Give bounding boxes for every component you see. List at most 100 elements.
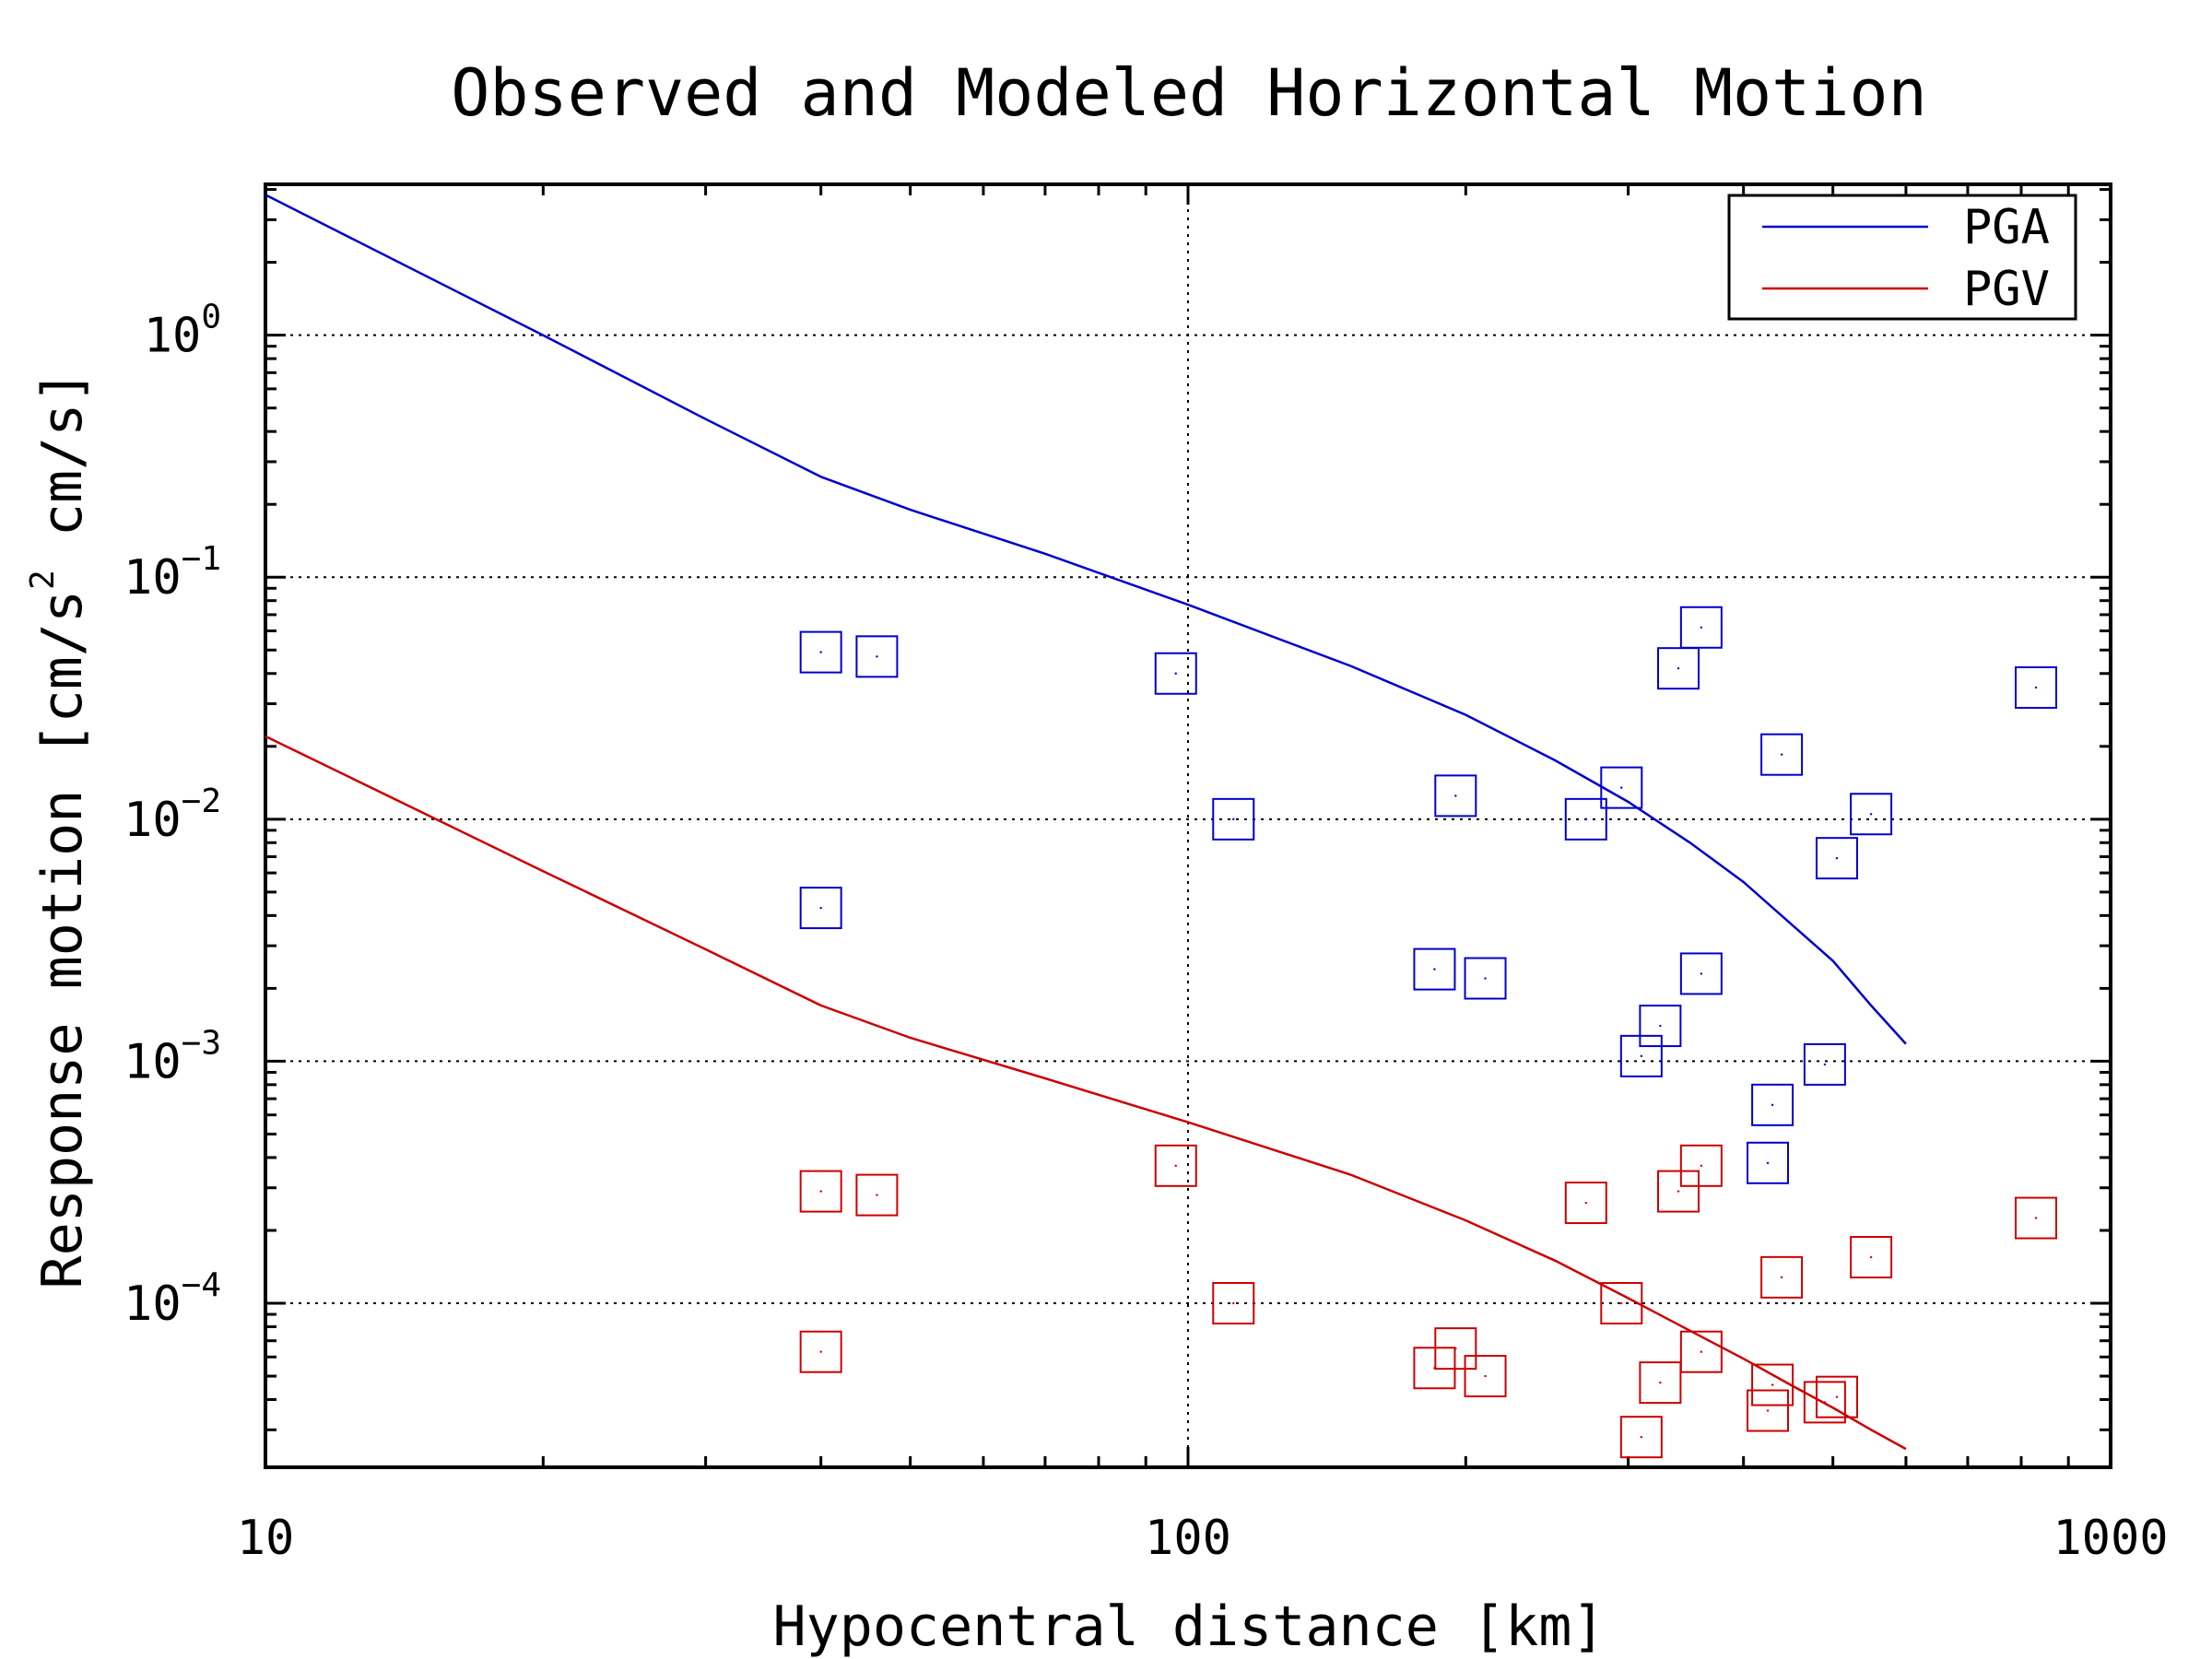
legend-box xyxy=(1727,194,2077,321)
pgv-observed-marker xyxy=(1154,1144,1197,1187)
pgv-observed-marker xyxy=(1619,1416,1663,1459)
pga-observed-point xyxy=(1484,977,1487,980)
x-axis-label: Hypocentral distance [km] xyxy=(772,1594,1605,1659)
pgv-line xyxy=(265,735,1907,1451)
plot-area xyxy=(264,182,2112,1469)
pga-observed-point xyxy=(1823,1063,1827,1066)
series-layer xyxy=(265,194,2057,1459)
pgv-observed-marker xyxy=(1751,1363,1794,1406)
pgv-observed-point xyxy=(819,1190,822,1193)
pgv-observed-marker xyxy=(2014,1196,2057,1240)
y-tick-label: 100 xyxy=(144,299,221,364)
pga-observed-point xyxy=(2034,686,2038,689)
pga-observed-marker xyxy=(799,887,842,930)
pga-observed-point xyxy=(1677,666,1680,670)
pga-observed-marker xyxy=(1679,952,1723,995)
pga-observed-marker xyxy=(1760,733,1804,776)
grid xyxy=(265,184,2111,1467)
y-tick-label-base: 10 xyxy=(124,1034,182,1089)
pga-observed-point xyxy=(1835,856,1839,860)
pgv-observed-marker xyxy=(1760,1255,1804,1299)
pgv-observed-point xyxy=(1780,1276,1783,1279)
pga-observed-point xyxy=(1659,1024,1662,1028)
y-tick-label-exponent: −2 xyxy=(182,782,221,820)
pgv-observed-marker xyxy=(799,1330,842,1373)
pga-observed-point xyxy=(1700,626,1703,629)
pgv-observed-point xyxy=(2034,1217,2038,1219)
y-tick-label-base: 10 xyxy=(124,793,182,848)
pgv-observed-marker xyxy=(1464,1355,1507,1398)
pgv-observed-point xyxy=(1766,1409,1770,1412)
pga-observed-point xyxy=(876,655,878,658)
legend-label-pgv: PGV xyxy=(1963,262,2050,317)
y-axis-label-suffix: cm/s] xyxy=(30,370,95,570)
pgv-observed-marker xyxy=(1850,1236,1893,1279)
pga-line xyxy=(265,194,1907,1045)
pgv-observed-point xyxy=(1174,1164,1177,1168)
pgv-observed-point xyxy=(1823,1401,1827,1404)
pga-observed-point xyxy=(1771,1103,1774,1107)
pgv-observed-point xyxy=(1620,1301,1623,1305)
pga-observed-marker xyxy=(1434,774,1477,818)
pga-observed-point xyxy=(1780,753,1783,756)
pga-observed-marker xyxy=(1154,652,1197,695)
pga-observed-point xyxy=(1640,1054,1643,1058)
pga-observed-point xyxy=(1232,818,1235,821)
pga-observed-point xyxy=(1766,1161,1770,1164)
y-axis-label-sup: 2 xyxy=(24,570,62,590)
pga-observed-marker xyxy=(1619,1034,1663,1077)
pga-observed-point xyxy=(1620,786,1623,789)
pgv-observed-marker xyxy=(1747,1389,1790,1432)
pgv-observed-point xyxy=(1484,1374,1487,1378)
chart-title: Observed and Modeled Horizontal Motion xyxy=(451,55,1926,131)
pgv-observed-point xyxy=(1771,1383,1774,1386)
pgv-observed-point xyxy=(1584,1201,1587,1205)
pgv-observed-point xyxy=(1659,1381,1662,1384)
pgv-observed-point xyxy=(1454,1347,1457,1350)
pgv-observed-point xyxy=(1640,1435,1643,1439)
pga-observed-marker xyxy=(799,630,842,674)
pga-observed-marker xyxy=(1679,606,1723,649)
legend: PGA PGV xyxy=(1727,194,2077,321)
pgv-observed-marker xyxy=(855,1173,899,1217)
pgv-observed-point xyxy=(1677,1190,1680,1193)
y-tick-label-exponent: −4 xyxy=(182,1266,221,1304)
y-tick-label-base: 10 xyxy=(124,1277,182,1332)
pga-observed-marker xyxy=(1657,647,1700,690)
pgv-observed-marker xyxy=(1639,1361,1682,1405)
pga-observed-marker xyxy=(1850,793,1893,836)
pgv-observed-point xyxy=(1232,1301,1235,1305)
pga-observed-marker xyxy=(1803,1042,1846,1086)
pgv-observed-marker xyxy=(1564,1182,1607,1225)
pgv-observed-marker xyxy=(1434,1327,1477,1371)
pgv-observed-marker xyxy=(1600,1282,1643,1325)
pgv-observed-point xyxy=(1835,1395,1839,1398)
pga-observed-point xyxy=(1433,968,1436,971)
pgv-observed-marker xyxy=(1212,1282,1255,1325)
x-tick-label: 10 xyxy=(237,1511,295,1566)
pgv-observed-point xyxy=(1700,1350,1703,1353)
x-tick-label: 100 xyxy=(1145,1511,1231,1566)
pga-observed-point xyxy=(1174,672,1177,675)
pgv-observed-marker xyxy=(1679,1144,1723,1187)
y-tick-label-exponent: 0 xyxy=(201,299,221,336)
x-tick-labels: 10 100 1000 xyxy=(237,1511,2169,1566)
pgv-observed-point xyxy=(1700,1164,1703,1168)
y-axis-label-prefix: Response motion [cm/s xyxy=(30,590,95,1289)
y-tick-label: 10−4 xyxy=(124,1266,221,1332)
pga-observed-marker xyxy=(1747,1141,1790,1184)
y-tick-label-exponent: −3 xyxy=(182,1024,221,1062)
x-tick-label: 1000 xyxy=(2053,1511,2168,1566)
y-tick-label-exponent: −1 xyxy=(182,540,221,578)
pgv-observed-marker xyxy=(799,1170,842,1213)
pga-observed-point xyxy=(819,651,822,653)
y-tick-label: 10−2 xyxy=(124,782,221,848)
pga-observed-point xyxy=(1869,813,1873,816)
pga-observed-point xyxy=(1700,972,1703,975)
pgv-observed-marker xyxy=(1657,1170,1700,1213)
pga-observed-marker xyxy=(1212,797,1255,841)
pga-observed-marker xyxy=(855,635,899,678)
pgv-observed-marker xyxy=(1815,1375,1858,1418)
